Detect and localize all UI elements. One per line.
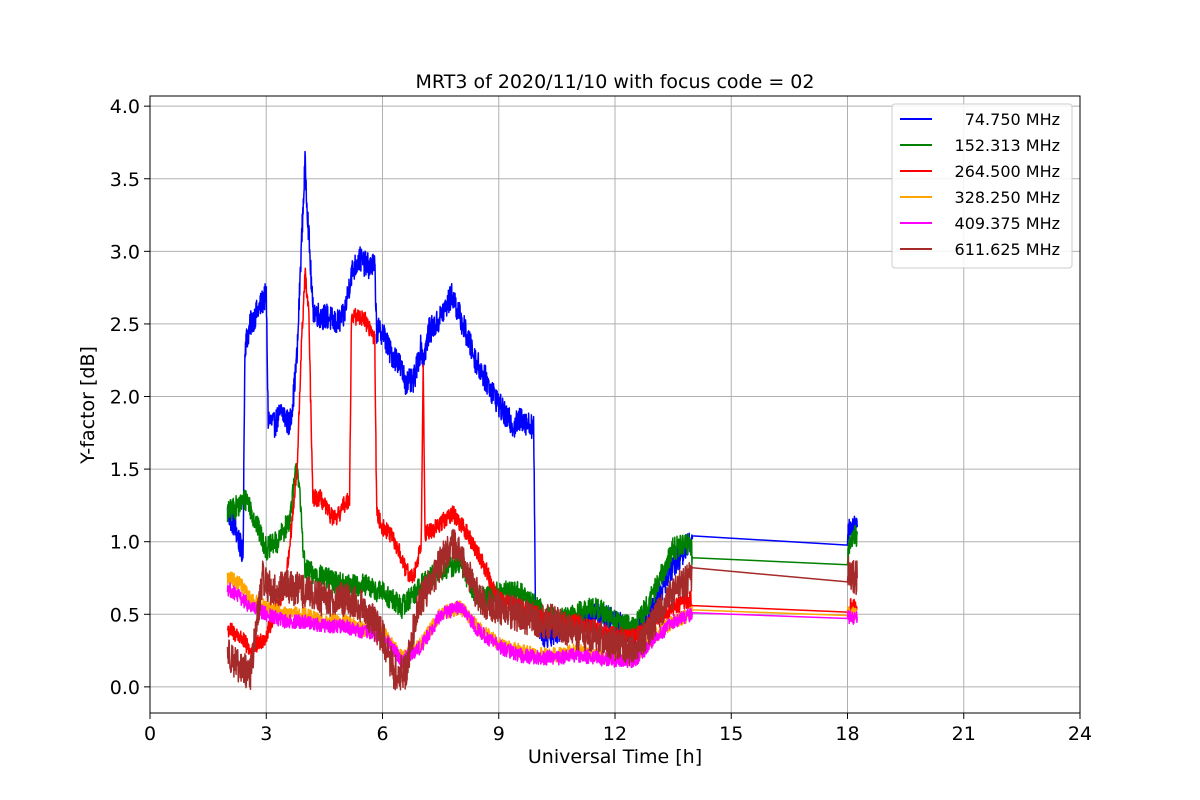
- ticks: 0 3 6 9 12 15 18 21 24 0.0 0.5 1.0 1.5 2.0 2.5 3.0 3.5 4.…: [110, 96, 1092, 745]
- x-tick-label: 15: [719, 723, 743, 745]
- x-tick-label: 3: [260, 723, 272, 745]
- y-tick-label: 4.0: [110, 96, 140, 118]
- legend-entry: 74.750 MHz: [965, 110, 1060, 129]
- y-tick-label: 0.5: [110, 604, 140, 626]
- chart-title: MRT3 of 2020/11/10 with focus code = 02: [416, 71, 815, 93]
- x-tick-label: 12: [603, 723, 627, 745]
- y-tick-label: 3.0: [110, 241, 140, 263]
- x-tick-label: 18: [835, 723, 859, 745]
- legend: 74.750 MHz 152.313 MHz 264.500 MHz 328.250 …: [891, 103, 1073, 269]
- y-axis-label: Y-factor [dB]: [77, 346, 99, 465]
- legend-entry: 264.500 MHz: [955, 162, 1060, 181]
- legend-box: [891, 103, 1073, 269]
- x-tick-label: 21: [952, 723, 976, 745]
- y-tick-label: 1.0: [110, 532, 140, 554]
- y-tick-label: 1.5: [110, 459, 140, 481]
- legend-entry: 409.375 MHz: [955, 214, 1060, 233]
- y-tick-label: 2.5: [110, 314, 140, 336]
- legend-entry: 328.250 MHz: [955, 188, 1060, 207]
- legend-entry: 152.313 MHz: [955, 136, 1060, 155]
- y-tick-label: 2.0: [110, 387, 140, 409]
- x-tick-label: 24: [1068, 723, 1092, 745]
- legend-entry: 611.625 MHz: [955, 240, 1060, 259]
- series-layer: [226, 150, 858, 691]
- x-tick-label: 9: [493, 723, 505, 745]
- series-line: [226, 528, 858, 691]
- x-tick-label: 0: [144, 723, 156, 745]
- series-line: [226, 582, 858, 669]
- series-line: [226, 267, 858, 658]
- x-tick-label: 6: [376, 723, 388, 745]
- x-axis-label: Universal Time [h]: [528, 746, 702, 768]
- y-tick-label: 0.0: [110, 677, 140, 699]
- y-tick-label: 3.5: [110, 169, 140, 191]
